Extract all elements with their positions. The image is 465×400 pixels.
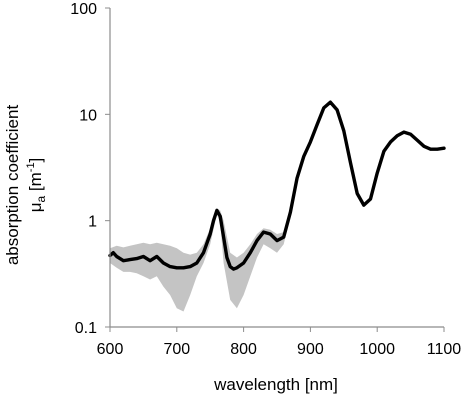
y-label-unit-open: [m — [26, 172, 45, 196]
x-tick-label: 1100 — [427, 341, 462, 358]
plot-area — [108, 100, 446, 312]
y-label-exponent: -1 — [25, 162, 37, 172]
y-label-subscript: a — [34, 196, 48, 203]
x-tick-label: 700 — [163, 341, 190, 358]
y-ticks: 0.1 1 10 100 — [70, 1, 110, 337]
y-axis-label: absorption coefficient μa [m-1] — [3, 105, 48, 266]
y-axis-label-line2: μa [m-1] — [25, 158, 48, 213]
y-tick-label: 10 — [79, 107, 97, 124]
y-tick-label: 0.1 — [75, 320, 97, 337]
y-label-symbol: μ — [26, 203, 45, 213]
y-label-unit-close: ] — [26, 158, 45, 163]
x-tick-label: 800 — [230, 341, 257, 358]
y-axis-label-line1: absorption coefficient — [3, 105, 22, 266]
axes — [109, 8, 444, 328]
x-axis-label: wavelength [nm] — [213, 375, 338, 394]
y-tick-label: 1 — [88, 214, 97, 231]
mean-absorption-line — [108, 100, 446, 271]
y-tick-label: 100 — [70, 1, 97, 18]
x-tick-label: 900 — [297, 341, 324, 358]
x-tick-label: 1000 — [359, 341, 395, 358]
x-tick-label: 600 — [97, 341, 124, 358]
x-ticks: 600 700 800 900 1000 1100 — [97, 327, 462, 358]
